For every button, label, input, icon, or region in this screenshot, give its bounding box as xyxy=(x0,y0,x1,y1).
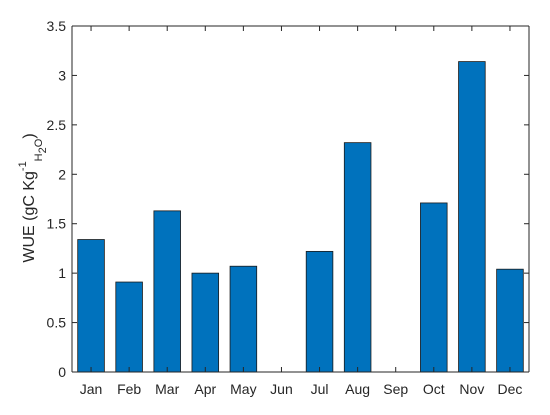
y-tick-label: 3.5 xyxy=(47,18,67,34)
bar-dec xyxy=(496,268,524,373)
bars xyxy=(77,61,524,373)
x-tick-label: Oct xyxy=(423,381,445,397)
x-tick-label: Nov xyxy=(459,381,484,397)
bar-jul xyxy=(305,250,334,373)
y-tick-label: 1.5 xyxy=(47,216,67,232)
x-tick-label: Sep xyxy=(383,381,408,397)
x-tick-label: Apr xyxy=(194,381,216,397)
plot-area xyxy=(72,26,529,372)
x-tick-label: May xyxy=(230,381,256,397)
axes xyxy=(71,25,530,373)
y-tick-label: 2 xyxy=(58,166,66,182)
x-tick-label: Mar xyxy=(155,381,179,397)
bar-nov xyxy=(458,61,486,373)
bar-aug xyxy=(343,142,372,373)
y-axis-ticks: 0 0.5 1 1.5 2 2.5 3 3.5 xyxy=(47,18,529,380)
y-tick-label: 1 xyxy=(58,265,66,281)
x-axis-ticks: Jan Feb Mar Apr May Jun Jul Aug Sep Oct Nov Dec xyxy=(80,26,523,397)
y-tick-label: 2.5 xyxy=(47,117,67,133)
bar-apr xyxy=(191,272,220,373)
x-tick-label: Aug xyxy=(345,381,370,397)
bar-mar xyxy=(153,210,181,373)
y-tick-label: 0.5 xyxy=(47,315,67,331)
x-tick-label: Dec xyxy=(498,381,523,397)
x-tick-label: Jul xyxy=(311,381,329,397)
bar-jan xyxy=(77,239,105,373)
bar-oct xyxy=(420,202,448,373)
bar-may xyxy=(229,265,258,373)
y-tick-label: 0 xyxy=(58,364,66,380)
y-axis-label: WUE (gC Kg-1H2O) xyxy=(17,133,49,262)
x-tick-label: Jun xyxy=(270,381,293,397)
plot-background xyxy=(72,26,529,372)
x-tick-label: Jan xyxy=(80,381,103,397)
x-tick-label: Feb xyxy=(117,381,141,397)
bar-feb xyxy=(115,281,143,373)
y-tick-label: 3 xyxy=(58,67,66,83)
